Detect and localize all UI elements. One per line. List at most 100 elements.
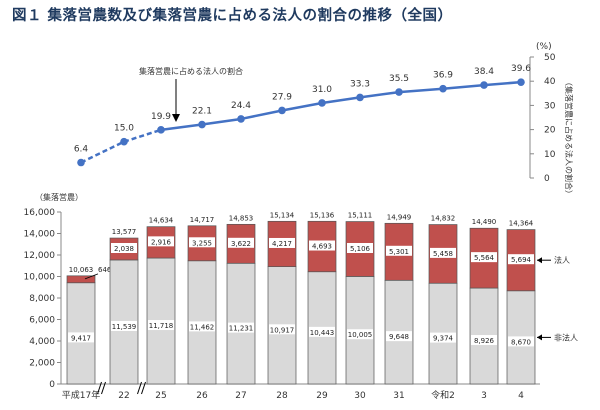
bar-total-label: 14,717 — [190, 216, 215, 224]
line-point — [237, 115, 245, 123]
line-segment-dashed — [123, 128, 162, 143]
line-point — [395, 88, 403, 96]
bar-label-non-corporate: 9,417 — [71, 334, 91, 342]
line-segment — [321, 96, 361, 105]
bar-total-label: 14,853 — [229, 214, 254, 222]
bar-label-box — [68, 332, 94, 343]
line-value-label: 15.0 — [114, 124, 134, 134]
line-point — [157, 126, 165, 134]
line-annotation: 集落営農に占める法人の割合 — [139, 66, 243, 76]
bar-total-label: 15,136 — [310, 211, 335, 219]
bar-label-box — [309, 240, 335, 251]
bar-x-tick-label: 平成17年 — [62, 389, 100, 401]
bar-x-tick-label: 31 — [393, 391, 404, 401]
bar-label-corporate: 3,622 — [231, 240, 251, 248]
bar-label-box — [347, 243, 373, 254]
line-value-label: 38.4 — [474, 67, 494, 77]
legend-arrowhead — [537, 257, 542, 264]
bar-x-tick-label: 27 — [235, 391, 246, 401]
line-segment — [398, 87, 444, 94]
line-segment — [359, 90, 400, 99]
line-value-label: 31.0 — [312, 85, 332, 95]
line-value-label: 36.9 — [433, 71, 453, 81]
bar-x-tick-label: 4 — [518, 391, 524, 401]
bar-label-box — [508, 336, 534, 347]
bar-y-tick-label: 16,000 — [24, 208, 56, 218]
bar-label-corporate: 2,038 — [114, 245, 134, 253]
line-point — [356, 93, 364, 102]
bar-label-corporate: 2,916 — [151, 238, 172, 246]
bar-x-tick-label: 25 — [155, 391, 166, 401]
line-point — [318, 99, 326, 107]
bar-x-tick-label: 30 — [354, 391, 366, 401]
bar-total-label: 15,111 — [348, 212, 373, 220]
bar-label-box — [148, 236, 174, 247]
bar-label-box — [309, 326, 335, 337]
line-value-label: 19.9 — [151, 112, 171, 122]
legend-arrowhead — [537, 334, 542, 341]
bar-y-tick-label: 12,000 — [24, 251, 56, 261]
bar-label-corporate: 646 — [98, 266, 112, 274]
bar-total-label: 10,063 — [69, 266, 94, 274]
bar-label-box — [189, 321, 215, 332]
legend-label-non-corporate: 非法人 — [554, 332, 578, 342]
bar-label-corporate: 5,301 — [389, 248, 409, 256]
bar-y-axis-label: （集落営農） — [35, 192, 83, 202]
bar-label-box — [347, 329, 373, 340]
bar-total-label: 14,364 — [509, 220, 534, 228]
annotation-arrowhead — [172, 114, 180, 122]
bar-label-non-corporate: 9,374 — [433, 335, 454, 343]
bar-label-non-corporate: 11,718 — [149, 322, 174, 330]
line-point — [517, 78, 525, 86]
axis-break-mark — [141, 381, 146, 395]
line-value-label: 6.4 — [74, 145, 89, 155]
bar-x-tick-label: 26 — [196, 391, 208, 401]
line-y-axis-label: （集落営農に占める法人の割合） — [564, 78, 574, 198]
bar-label-corporate: 4,217 — [272, 240, 292, 248]
line-point — [439, 84, 447, 93]
bar-label-box — [111, 243, 137, 254]
bar-label-box — [189, 237, 215, 248]
line-segment — [201, 117, 242, 126]
bar-total-label: 14,832 — [431, 215, 456, 223]
bar-label-non-corporate: 10,443 — [310, 329, 335, 337]
line-value-label: 22.1 — [192, 107, 212, 117]
bar-y-tick-label: 6,000 — [29, 316, 55, 326]
bar-label-non-corporate: 9,648 — [389, 333, 409, 341]
line-y-tick-label: 30 — [544, 101, 556, 111]
line-y-tick-label: 20 — [544, 126, 556, 136]
line-y-tick-label: 50 — [544, 53, 556, 63]
line-point — [198, 120, 206, 129]
bar-label-non-corporate: 10,917 — [270, 326, 295, 334]
line-point — [120, 137, 128, 146]
axis-break-mark — [101, 381, 106, 395]
bar-label-non-corporate: 11,231 — [229, 325, 254, 333]
chart-title: 図１ 集落営農数及び集落営農に占める法人の割合の推移（全国） — [12, 8, 453, 24]
line-y-tick-label: 10 — [544, 150, 556, 160]
line-value-label: 39.6 — [511, 64, 531, 74]
axis-break-mark — [137, 381, 142, 395]
line-value-label: 24.4 — [231, 101, 251, 111]
bar-total-label: 15,134 — [270, 211, 295, 219]
bar-label-corporate: 5,564 — [474, 254, 495, 262]
line-point — [77, 158, 85, 167]
bar-label-box — [269, 324, 295, 335]
bar-label-box — [228, 237, 254, 248]
bar-label-corporate: 5,106 — [350, 245, 371, 253]
bar-total-label: 14,949 — [387, 213, 412, 221]
bar-label-box — [386, 245, 412, 256]
bar-label-box — [386, 331, 412, 342]
bar-label-box — [508, 254, 534, 265]
line-segment — [160, 123, 203, 132]
bar-label-box — [148, 320, 174, 331]
bar-label-corporate: 4,693 — [312, 243, 332, 251]
line-segment — [442, 83, 485, 90]
bar-x-tick-label: 22 — [118, 391, 129, 401]
corporate-label-arrow — [84, 273, 99, 280]
bar-label-box — [269, 237, 295, 248]
bar-y-tick-label: 2,000 — [29, 359, 55, 369]
bar-label-box — [471, 252, 497, 263]
bar-label-non-corporate: 10,005 — [348, 331, 373, 339]
